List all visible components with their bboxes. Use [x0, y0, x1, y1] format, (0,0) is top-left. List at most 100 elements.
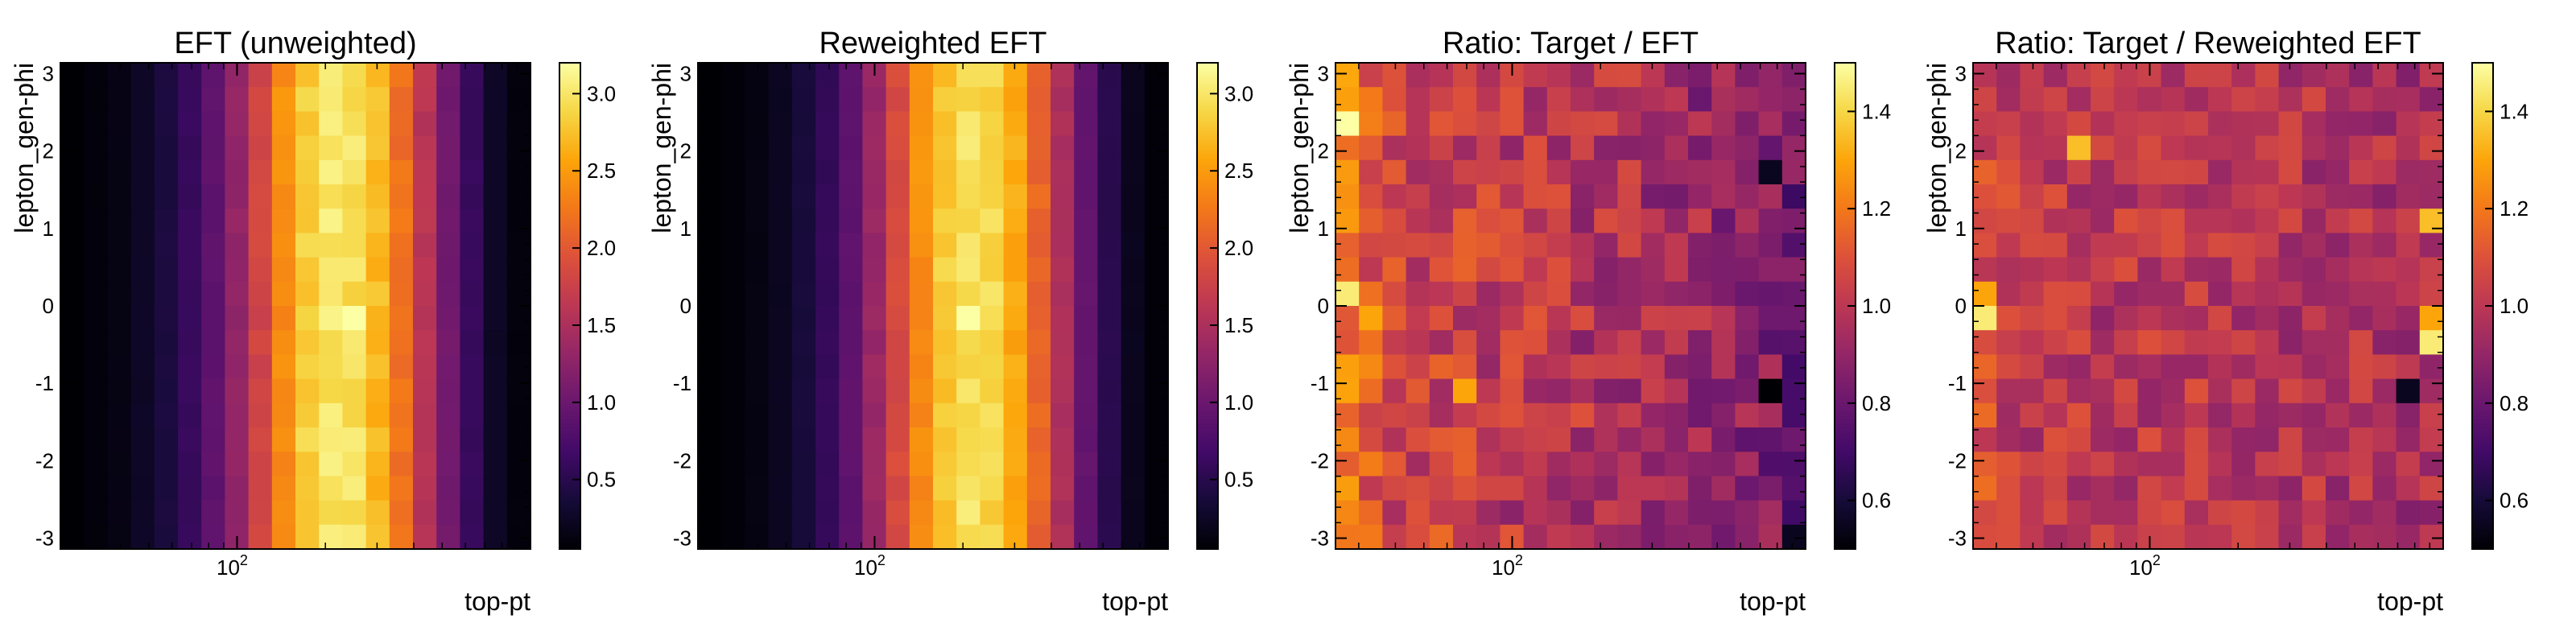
heatmap-cell [839, 257, 863, 283]
heatmap-cell [1571, 476, 1595, 502]
heatmap-cell [1571, 281, 1595, 307]
heatmap-cell [1429, 476, 1454, 502]
heatmap-cell [1664, 476, 1689, 502]
heatmap-cell [2208, 208, 2232, 233]
heatmap-cell [1359, 257, 1383, 283]
heatmap-cell [2020, 500, 2045, 526]
heatmap-cell [2255, 159, 2280, 185]
heatmap-cell [460, 111, 485, 137]
heatmap-cell [1359, 281, 1383, 307]
heatmap-cell [791, 135, 816, 161]
heatmap-cell [791, 524, 816, 550]
heatmap-cell [2349, 111, 2373, 137]
heatmap-cell [1003, 402, 1028, 428]
heatmap-cell [1335, 476, 1360, 502]
heatmap-cell [1571, 378, 1595, 404]
heatmap-cell [2301, 184, 2326, 209]
heatmap-cell [389, 281, 414, 307]
heatmap-cell [2137, 500, 2162, 526]
heatmap-cell [1121, 330, 1146, 355]
heatmap-cell [839, 135, 863, 161]
heatmap-cell [956, 159, 980, 185]
heatmap-cell [1453, 111, 1477, 137]
heatmap-cell [295, 306, 320, 331]
heatmap-cell [1546, 330, 1571, 355]
heatmap-cell [1996, 281, 2021, 307]
heatmap-cell [1996, 476, 2021, 502]
heatmap-cell [1453, 476, 1477, 502]
heatmap-cell [1476, 452, 1501, 477]
heatmap-cell [698, 111, 722, 137]
heatmap-cell [1429, 330, 1454, 355]
heatmap-cell [2043, 500, 2068, 526]
heatmap-cell [1382, 378, 1407, 404]
heatmap-cell [2114, 330, 2138, 355]
heatmap-cell [1546, 135, 1571, 161]
heatmap-cell [1453, 427, 1477, 452]
heatmap-cell [84, 257, 108, 283]
heatmap-cell [2043, 402, 2068, 428]
heatmap-cell [1144, 402, 1169, 428]
y-tick-label: -3 [35, 526, 54, 551]
heatmap-cell [60, 354, 85, 380]
heatmap-cell [271, 184, 296, 209]
heatmap-cell [1781, 330, 1806, 355]
heatmap-cell [130, 63, 155, 88]
heatmap-cell [2349, 500, 2373, 526]
heatmap-cell [2349, 281, 2373, 307]
heatmap-cell [2301, 159, 2326, 185]
heatmap-cell [698, 87, 722, 112]
heatmap-cell [862, 427, 887, 452]
heatmap-cell [1641, 63, 1666, 88]
heatmap-cell [1074, 500, 1098, 526]
heatmap-cell [178, 452, 202, 477]
heatmap-cell [436, 402, 460, 428]
heatmap-cell [389, 524, 414, 550]
heatmap-cell [2161, 257, 2186, 283]
heatmap-cell [2419, 427, 2444, 452]
heatmap-cell [745, 427, 770, 452]
chart-title: EFT (unweighted) [174, 27, 416, 60]
heatmap-cell [295, 159, 320, 185]
heatmap-cell [1617, 378, 1642, 404]
x-axis-label: top-pt [2377, 587, 2443, 616]
heatmap-cell [2091, 524, 2115, 550]
heatmap-cell [791, 63, 816, 88]
heatmap-cell [1074, 208, 1098, 233]
heatmap-cell [1546, 452, 1571, 477]
heatmap-cell [178, 111, 202, 137]
heatmap-cell [1996, 257, 2021, 283]
heatmap-cell [2231, 233, 2256, 258]
heatmap-cell [483, 330, 508, 355]
heatmap-cell [413, 452, 437, 477]
heatmap-cell [2066, 452, 2091, 477]
heatmap-cell [698, 257, 722, 283]
heatmap-cell [1335, 63, 1360, 88]
heatmap-cell [2278, 87, 2303, 112]
colorbar-tick-label: 1.2 [1862, 196, 1891, 221]
heatmap-cell [1617, 354, 1642, 380]
heatmap-cell [1711, 476, 1736, 502]
heatmap-cell [956, 111, 980, 137]
heatmap-cell [745, 87, 770, 112]
heatmap-cell [933, 330, 957, 355]
heatmap-cell [60, 524, 85, 550]
heatmap-cell [1476, 111, 1501, 137]
heatmap-cell [1429, 427, 1454, 452]
heatmap-cell [1026, 330, 1051, 355]
x-tick-label: 102 [217, 552, 248, 580]
heatmap-cell [1758, 184, 1783, 209]
heatmap-cell [839, 208, 863, 233]
heatmap-cell [2066, 378, 2091, 404]
heatmap-cell [319, 452, 343, 477]
heatmap-cell [2114, 476, 2138, 502]
heatmap-cell [1335, 402, 1360, 428]
heatmap-cell [248, 476, 273, 502]
heatmap-cell [815, 427, 840, 452]
heatmap-cell [886, 63, 910, 88]
heatmap-cell [436, 135, 460, 161]
heatmap-cell [1523, 452, 1548, 477]
heatmap-cell [1429, 233, 1454, 258]
heatmap-cell [130, 257, 155, 283]
